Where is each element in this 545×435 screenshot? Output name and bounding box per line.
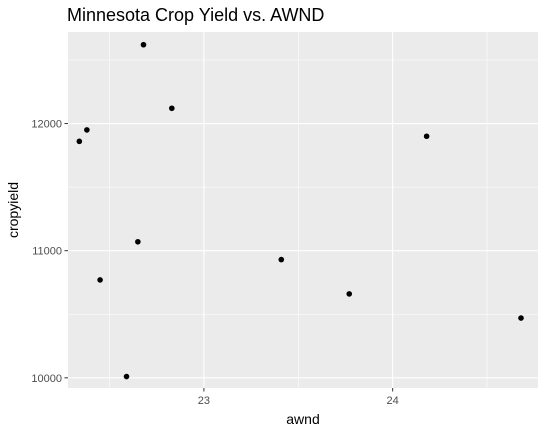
data-point bbox=[169, 105, 175, 112]
x-tick-label: 23 bbox=[198, 395, 210, 407]
y-tick-label: 10000 bbox=[31, 373, 62, 385]
data-point bbox=[423, 133, 430, 140]
data-point bbox=[140, 41, 147, 48]
major-gridlines bbox=[68, 32, 538, 388]
data-point bbox=[76, 138, 83, 145]
axis-ticks bbox=[64, 123, 394, 392]
data-points bbox=[76, 41, 524, 380]
data-point bbox=[123, 373, 130, 380]
data-point bbox=[97, 277, 103, 283]
y-tick-label: 12000 bbox=[31, 119, 62, 131]
data-point bbox=[346, 291, 353, 297]
x-tick-label: 24 bbox=[387, 395, 399, 407]
y-tick-label: 11000 bbox=[32, 246, 62, 258]
data-point bbox=[84, 127, 90, 133]
x-axis-label: awnd bbox=[286, 411, 319, 427]
data-point bbox=[518, 315, 524, 321]
minor-gridlines bbox=[68, 32, 538, 388]
data-point bbox=[278, 256, 285, 263]
axis-tick-labels: 23 24 10000 11000 12000 bbox=[31, 119, 398, 407]
plot-panel bbox=[68, 32, 538, 388]
y-axis-label: cropyield bbox=[5, 182, 21, 238]
data-point bbox=[135, 238, 141, 245]
chart-title: Minnesota Crop Yield vs. AWND bbox=[67, 5, 324, 25]
